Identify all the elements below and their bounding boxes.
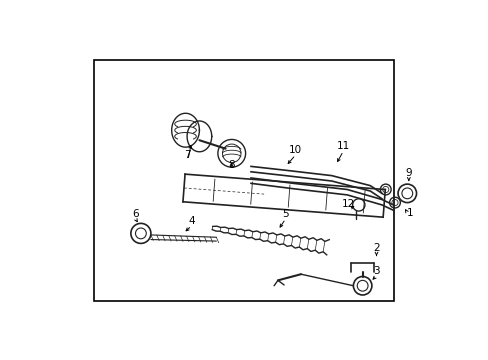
Text: 4: 4 xyxy=(188,216,195,226)
Text: 12: 12 xyxy=(342,199,355,209)
Text: 3: 3 xyxy=(372,266,379,276)
Text: 7: 7 xyxy=(184,150,191,160)
Text: 11: 11 xyxy=(336,141,349,151)
Text: 6: 6 xyxy=(132,209,139,219)
Text: 9: 9 xyxy=(405,168,411,178)
Text: 10: 10 xyxy=(288,145,302,155)
Text: 5: 5 xyxy=(282,209,288,219)
Text: 1: 1 xyxy=(407,208,413,217)
Text: 2: 2 xyxy=(372,243,379,253)
Text: 8: 8 xyxy=(228,160,235,170)
Bar xyxy=(94,60,393,301)
